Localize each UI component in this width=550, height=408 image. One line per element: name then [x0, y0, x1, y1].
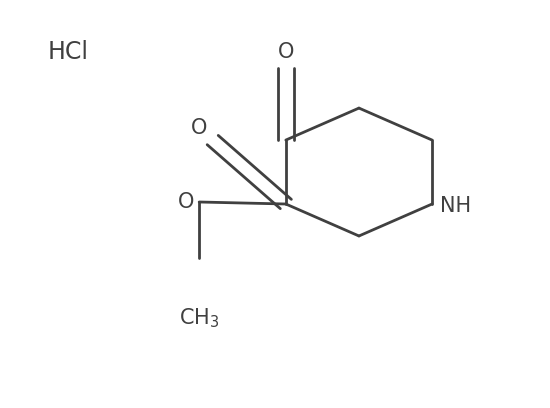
Text: HCl: HCl	[47, 40, 89, 64]
Text: O: O	[191, 118, 207, 138]
Text: NH: NH	[440, 196, 471, 216]
Text: CH$_3$: CH$_3$	[179, 306, 219, 330]
Text: O: O	[278, 42, 294, 62]
Text: O: O	[178, 192, 194, 212]
